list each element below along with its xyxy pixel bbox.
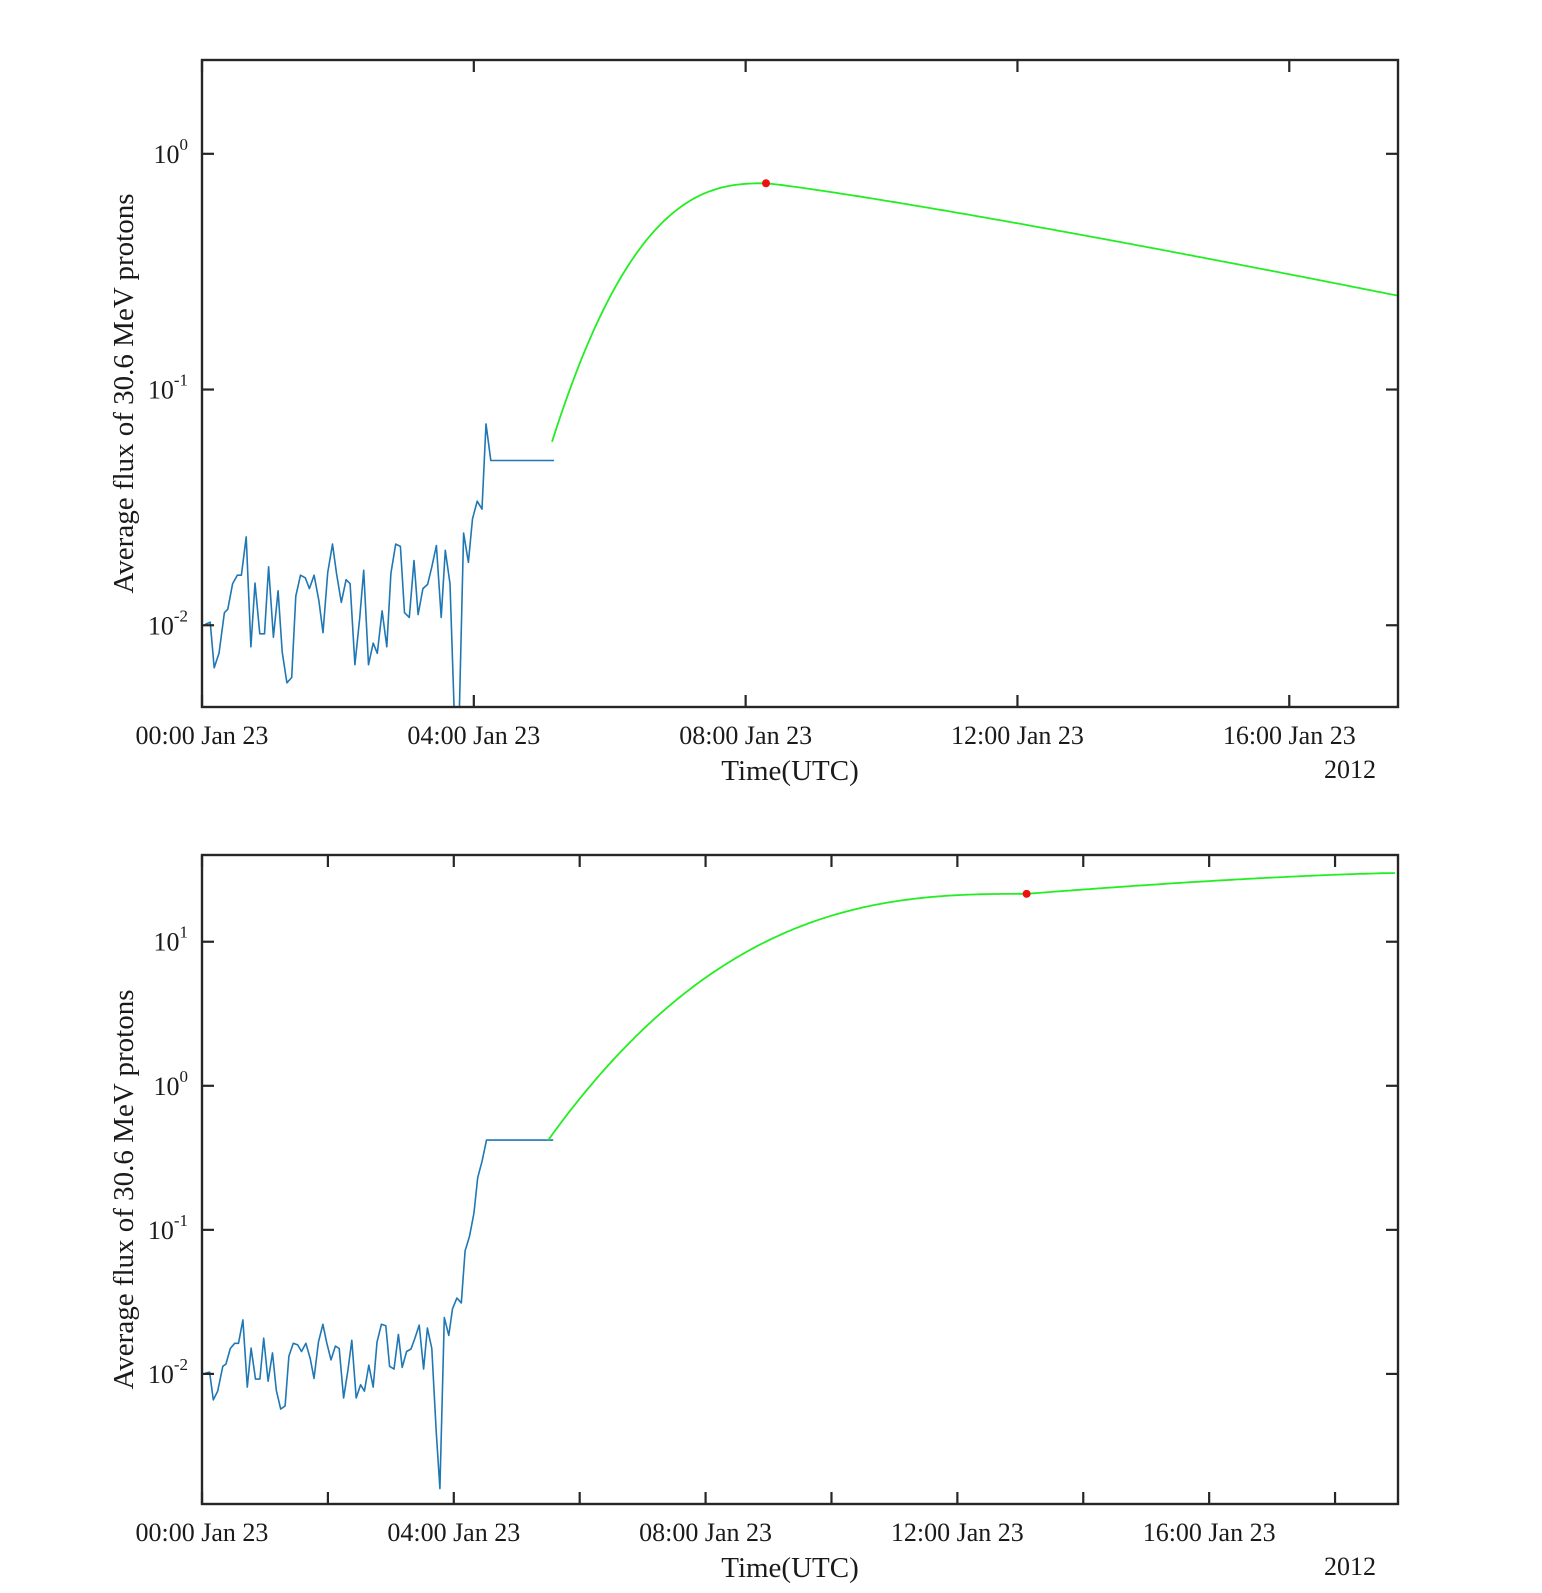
- top-chart-peak-marker: [762, 179, 771, 188]
- top-chart-y-tick-base: 10: [154, 140, 180, 169]
- top-chart-x-tick-label: 16:00 Jan 23: [1223, 721, 1356, 750]
- bottom-chart-y-tick-exponent: 1: [180, 923, 189, 942]
- bottom-chart-y-tick-exponent: 0: [180, 1067, 189, 1086]
- bottom-chart-y-tick-base: 10: [148, 1360, 174, 1389]
- top-chart-plot-area: [205, 179, 1398, 707]
- top-chart-y-tick-label: 100: [154, 135, 189, 169]
- top-chart-y-tick-label: 10-1: [148, 371, 188, 405]
- bottom-chart-y-tick-exponent: -2: [174, 1355, 188, 1374]
- top-chart-y-tick-label: 10-2: [148, 606, 188, 640]
- bottom-chart-x-tick-label: 12:00 Jan 23: [891, 1518, 1024, 1547]
- top-chart-x-tick-label: 00:00 Jan 23: [136, 721, 269, 750]
- bottom-chart-x-tick-label: 00:00 Jan 23: [136, 1518, 269, 1547]
- bottom-chart-panel: 00:00 Jan 23 04:00 Jan 23 08:00 Jan 23 12:0…: [108, 853, 1400, 1584]
- bottom-chart-y-tick-label: 10-1: [148, 1211, 188, 1245]
- top-chart-y-tick-base: 10: [148, 611, 174, 640]
- bottom-chart-y-tick-label: 101: [154, 923, 189, 957]
- bottom-chart-series-group: [204, 872, 1395, 1490]
- top-chart-y-tick-exponent: -2: [174, 606, 188, 625]
- bottom-chart-ticks: 00:00 Jan 23 04:00 Jan 23 08:00 Jan 23 12:0…: [136, 855, 1398, 1547]
- top-chart-fit-series-line: [551, 182, 1398, 443]
- bottom-chart-x-tick-label: 04:00 Jan 23: [387, 1518, 520, 1547]
- bottom-chart-x-tick-label: 08:00 Jan 23: [639, 1518, 772, 1547]
- bottom-chart-observed-series-line: [204, 1139, 554, 1490]
- bottom-chart-year-label: 2012: [1324, 1552, 1376, 1581]
- bottom-chart-axes-frame: [200, 853, 1400, 1506]
- top-chart-y-tick-exponent: 0: [180, 135, 189, 154]
- top-chart-year-label: 2012: [1324, 755, 1376, 784]
- bottom-chart-y-tick-base: 10: [154, 928, 180, 957]
- top-chart-y-tick-base: 10: [148, 376, 174, 405]
- top-chart-x-tick-label: 12:00 Jan 23: [951, 721, 1084, 750]
- top-chart-ticks: 00:00 Jan 23 04:00 Jan 23 08:00 Jan 23 12:0…: [136, 60, 1398, 750]
- top-chart-panel: 00:00 Jan 23 04:00 Jan 23 08:00 Jan 23 12:0…: [108, 58, 1400, 787]
- top-chart-x-tick-label: 04:00 Jan 23: [407, 721, 540, 750]
- bottom-chart-x-tick-label: 16:00 Jan 23: [1143, 1518, 1276, 1547]
- top-chart-axes-frame: [200, 58, 1400, 709]
- top-chart-x-axis-title: Time(UTC): [721, 755, 859, 787]
- bottom-chart-x-axis-title: Time(UTC): [721, 1552, 859, 1584]
- bottom-chart-y-tick-label: 100: [154, 1067, 189, 1101]
- top-chart-y-tick-exponent: -1: [174, 371, 188, 390]
- bottom-chart-plot-area: [204, 872, 1395, 1490]
- top-chart-y-axis-title: Average flux of 30.6 MeV protons: [108, 193, 140, 593]
- bottom-chart-peak-marker: [1022, 889, 1031, 898]
- bottom-chart-y-tick-exponent: -1: [174, 1211, 188, 1230]
- top-chart-series-group: [205, 182, 1398, 707]
- top-chart-x-tick-label: 08:00 Jan 23: [679, 721, 812, 750]
- bottom-chart-y-tick-base: 10: [154, 1072, 180, 1101]
- bottom-chart-y-axis-title: Average flux of 30.6 MeV protons: [108, 989, 140, 1389]
- bottom-chart-fit-series-line: [547, 872, 1395, 1141]
- top-chart-observed-series-line: [205, 423, 554, 707]
- bottom-chart-y-tick-base: 10: [148, 1216, 174, 1245]
- bottom-chart-y-tick-label: 10-2: [148, 1355, 188, 1389]
